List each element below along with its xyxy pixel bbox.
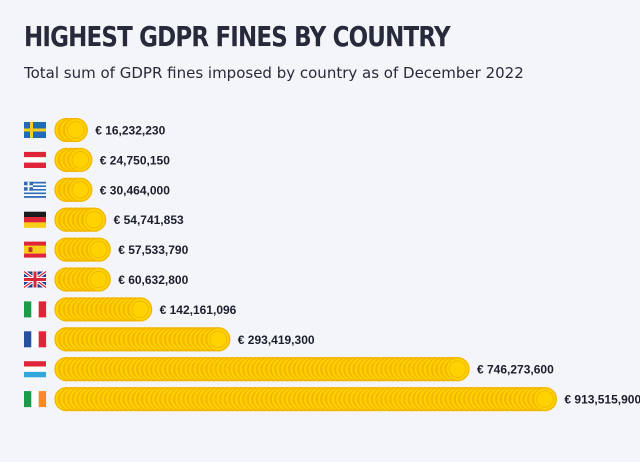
value-label: € 57,533,790 <box>118 243 188 257</box>
coin-icon <box>86 237 111 262</box>
value-label: € 913,515,900 <box>564 393 640 407</box>
coin-icon <box>63 117 88 143</box>
coin-icon <box>68 177 93 202</box>
value-label: € 293,419,300 <box>238 333 315 347</box>
ireland-flag-icon <box>24 391 47 408</box>
austria-flag-icon <box>24 151 46 168</box>
value-label: € 16,232,230 <box>95 124 165 138</box>
country-row: € 293,419,300 <box>24 327 315 352</box>
country-row: € 30,464,000 <box>24 177 170 202</box>
sweden-flag-icon <box>24 122 46 138</box>
country-row: € 57,533,790 <box>24 237 189 262</box>
value-label: € 24,750,150 <box>100 153 170 167</box>
coin-bar <box>54 327 231 352</box>
value-label: € 746,273,600 <box>477 363 554 377</box>
country-row: € 16,232,230 <box>24 117 166 143</box>
country-row: € 913,515,900 <box>24 386 640 412</box>
country-row: € 142,161,096 <box>24 297 237 322</box>
coin-bar <box>54 386 558 412</box>
coin-bar <box>54 267 111 292</box>
value-label: € 60,632,800 <box>118 273 188 287</box>
coin-icon <box>127 297 153 322</box>
coin-icon <box>206 327 231 352</box>
coin-icon <box>86 267 111 292</box>
value-label: € 142,161,096 <box>160 303 237 317</box>
coin-bar <box>54 117 88 143</box>
chart-subtitle: Total sum of GDPR fines imposed by count… <box>24 64 524 82</box>
greece-flag-icon <box>24 181 46 198</box>
country-row: € 60,632,800 <box>22 267 189 292</box>
coin-icon <box>81 207 107 232</box>
country-row: € 54,741,853 <box>24 207 184 232</box>
country-row: € 24,750,150 <box>24 147 170 173</box>
value-label: € 54,741,853 <box>114 213 184 227</box>
value-label: € 30,464,000 <box>100 183 170 197</box>
country-row: € 746,273,600 <box>24 357 554 382</box>
coin-bar <box>54 177 93 202</box>
uk-flag-icon <box>22 270 48 289</box>
coin-icon <box>68 147 93 173</box>
coin-bar <box>54 207 107 232</box>
coin-bar <box>54 147 93 173</box>
coin-icon <box>445 357 470 382</box>
coin-icon <box>532 386 558 412</box>
spain-flag-icon <box>24 241 46 258</box>
coin-bar <box>54 297 153 322</box>
coin-bar <box>54 237 111 262</box>
luxembourg-flag-icon <box>24 361 46 378</box>
coin-bar <box>54 357 470 382</box>
france-flag-icon <box>24 331 47 348</box>
germany-flag-icon <box>24 211 46 228</box>
italy-flag-icon <box>24 301 47 318</box>
chart-title: HIGHEST GDPR FINES BY COUNTRY <box>24 20 451 53</box>
